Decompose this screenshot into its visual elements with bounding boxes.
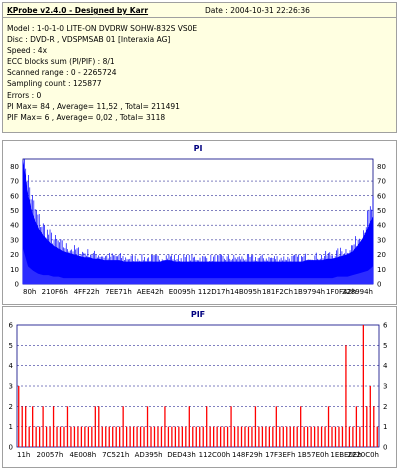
pif-y-tick-right: 1 — [383, 423, 387, 431]
pif-x-tick-label: 11h — [17, 451, 30, 459]
pi-x-tick-label: 1F0F42h — [326, 288, 356, 296]
pif-x-tick-label: 17F3EFh — [265, 451, 295, 459]
pif-x-tick-label: 148F29h — [232, 451, 263, 459]
pi-y-tick-right: 30 — [377, 236, 386, 244]
pi-y-tick-left: 70 — [10, 178, 19, 186]
info-panel: KProbe v2.4.0 - Designed by Karr Date : … — [2, 2, 397, 133]
pif-x-tick-label: 4E008h — [69, 451, 96, 459]
pif-y-tick-left: 4 — [9, 362, 14, 370]
pi-y-tick-right: 20 — [377, 251, 386, 259]
pi-y-tick-right: 80 — [377, 163, 386, 171]
pif-y-tick-left: 1 — [9, 423, 13, 431]
pi-x-tick-label: 1B9794h — [294, 288, 326, 296]
pi-y-tick-right: 70 — [377, 178, 386, 186]
header-divider — [3, 17, 396, 18]
pi-x-tick-label: 112D17h — [198, 288, 230, 296]
model-line: Model : 1-0-1-0 LITE-ON DVDRW SOHW-832S … — [7, 24, 198, 33]
pi-y-tick-right: 50 — [377, 207, 386, 215]
pif-y-tick-left: 2 — [9, 403, 13, 411]
pi-x-tick-label: 228994h — [342, 288, 373, 296]
pi-x-tick-label: 210F6h — [42, 288, 68, 296]
pif-x-tick-label: DED43h — [167, 451, 196, 459]
pi-y-tick-right: 40 — [377, 222, 386, 230]
app-title: KProbe v2.4.0 - Designed by Karr — [7, 6, 149, 15]
pi-x-tick-label: 7EE71h — [105, 288, 132, 296]
pi-background-band — [23, 248, 373, 284]
pi-stats-line: PI Max= 84 , Average= 11,52 , Total= 211… — [7, 101, 180, 111]
pi-x-tick-label: 80h — [23, 288, 36, 296]
disc-line: Disc : DVD-R , VDSPMSAB 01 [Interaxia AG… — [7, 35, 171, 45]
pi-y-tick-left: 60 — [10, 192, 19, 200]
pif-chart-title: PIF — [191, 310, 205, 319]
pi-y-tick-left: 0 — [15, 281, 19, 289]
pif-chart: PIF 0 0 1 1 2 2 3 3 4 4 5 5 6 6 11h 20057h 4E008h 7C521h AD… — [9, 310, 388, 459]
pif-y-tick-right: 0 — [383, 444, 387, 452]
pif-y-tick-right: 3 — [383, 383, 387, 391]
disc-info-list: Model : 1-0-1-0 LITE-ON DVDRW SOHW-832S … — [7, 23, 197, 123]
pi-chart: PI 0 0 10 10 20 20 30 30 40 40 50 50 60 60 70 70 80 80 80h 2… — [10, 144, 386, 296]
pif-y-tick-left: 5 — [9, 342, 13, 350]
pi-y-tick-left: 80 — [10, 163, 19, 171]
sampling-count-line: Sampling count : 125877 — [7, 79, 102, 89]
pif-x-tick-label: 112C00h — [199, 451, 231, 459]
scanned-range-line: Scanned range : 0 - 2265724 — [7, 68, 117, 78]
pi-x-tick-label: 181F2Ch — [262, 288, 293, 296]
pi-y-tick-left: 10 — [10, 266, 19, 274]
pif-chart-panel: PIF 0 0 1 1 2 2 3 3 4 4 5 5 6 6 11h 20057h 4E008h 7C521h AD… — [2, 306, 397, 468]
pif-y-tick-left: 0 — [9, 444, 13, 452]
pi-x-tick-label: E0095h — [169, 288, 196, 296]
ecc-sum-line: ECC blocks sum (PI/PIF) : 8/1 — [7, 57, 115, 67]
pi-y-tick-left: 40 — [10, 222, 19, 230]
pif-x-tick-label: 20057h — [37, 451, 64, 459]
pif-stats-line: PIF Max= 6 , Average= 0,02 , Total= 3118 — [7, 112, 166, 122]
pif-y-tick-right: 4 — [383, 362, 388, 370]
pi-y-tick-right: 0 — [377, 281, 381, 289]
errors-line: Errors : 0 — [7, 90, 42, 100]
pi-chart-title: PI — [194, 144, 203, 153]
scan-date: Date : 2004-10-31 22:26:36 — [205, 6, 310, 15]
pi-y-tick-left: 50 — [10, 207, 19, 215]
pif-y-tick-left: 3 — [9, 383, 13, 391]
pif-x-tick-label: 1EBE0Eh — [330, 451, 361, 459]
pif-x-tick-label: 1B57E0h — [297, 451, 328, 459]
pif-y-tick-left: 6 — [9, 322, 14, 330]
pif-y-tick-right: 2 — [383, 403, 387, 411]
pi-x-tick-label: AEE42h — [137, 288, 164, 296]
speed-line: Speed : 4x — [7, 46, 48, 56]
pi-y-tick-right: 60 — [377, 192, 386, 200]
pif-x-tick-label: AD395h — [135, 451, 163, 459]
pi-y-tick-left: 20 — [10, 251, 19, 259]
pif-x-tick-label: 7C521h — [102, 451, 129, 459]
pif-y-tick-right: 6 — [383, 322, 388, 330]
pif-x-tick-label: 2220C0h — [347, 451, 379, 459]
pi-x-tick-label: 14B095h — [230, 288, 262, 296]
pi-x-tick-label: 4FF22h — [74, 288, 100, 296]
pif-y-tick-right: 5 — [383, 342, 387, 350]
pi-y-tick-left: 30 — [10, 236, 19, 244]
pi-chart-panel: PI 0 0 10 10 20 20 30 30 40 40 50 50 60 60 70 70 80 80 80h 2… — [2, 140, 397, 305]
pi-y-tick-right: 10 — [377, 266, 386, 274]
